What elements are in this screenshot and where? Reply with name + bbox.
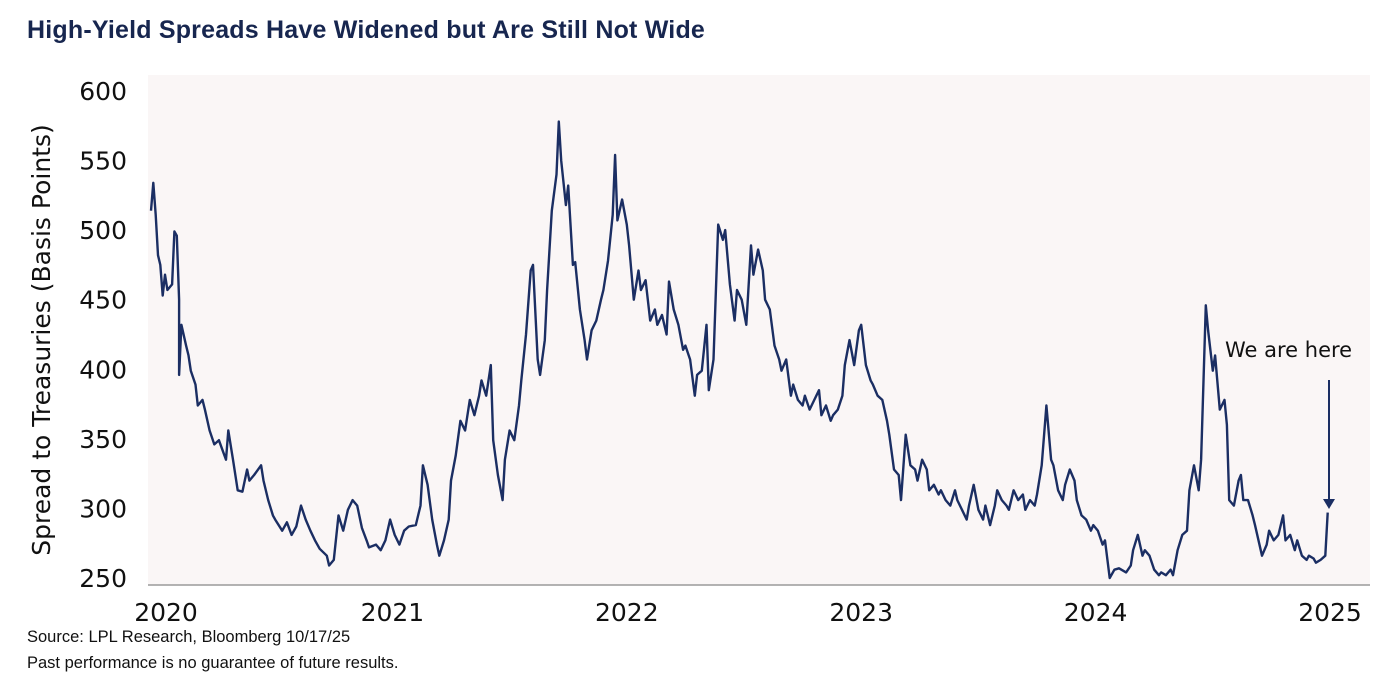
- annotation-arrow-head-icon: [1323, 499, 1335, 509]
- series-line: [149, 120, 1329, 580]
- x-tick-label: 2025: [1298, 598, 1362, 627]
- x-tick-label: 2022: [595, 598, 659, 627]
- y-tick-label: 450: [79, 286, 127, 315]
- x-tick-label: 2020: [134, 598, 198, 627]
- y-tick-label: 350: [79, 425, 127, 454]
- source-note: Source: LPL Research, Bloomberg 10/17/25: [27, 628, 351, 646]
- y-tick-label: 300: [79, 494, 127, 523]
- y-tick-label: 250: [79, 564, 127, 593]
- x-tick-label: 2024: [1064, 598, 1128, 627]
- y-axis-label: Spread to Treasuries (Basis Points): [27, 124, 56, 556]
- x-tick-label: 2021: [361, 598, 425, 627]
- plot-background: [148, 75, 1370, 585]
- chart-title: High-Yield Spreads Have Widened but Are …: [27, 16, 706, 44]
- y-tick-label: 400: [79, 355, 127, 384]
- annotation-label: We are here: [1225, 338, 1352, 362]
- y-tick-label: 550: [79, 147, 127, 176]
- y-tick-label: 600: [79, 77, 127, 106]
- disclaimer: Past performance is no guarantee of futu…: [27, 654, 399, 672]
- y-tick-label: 500: [79, 216, 127, 245]
- x-tick-label: 2023: [829, 598, 893, 627]
